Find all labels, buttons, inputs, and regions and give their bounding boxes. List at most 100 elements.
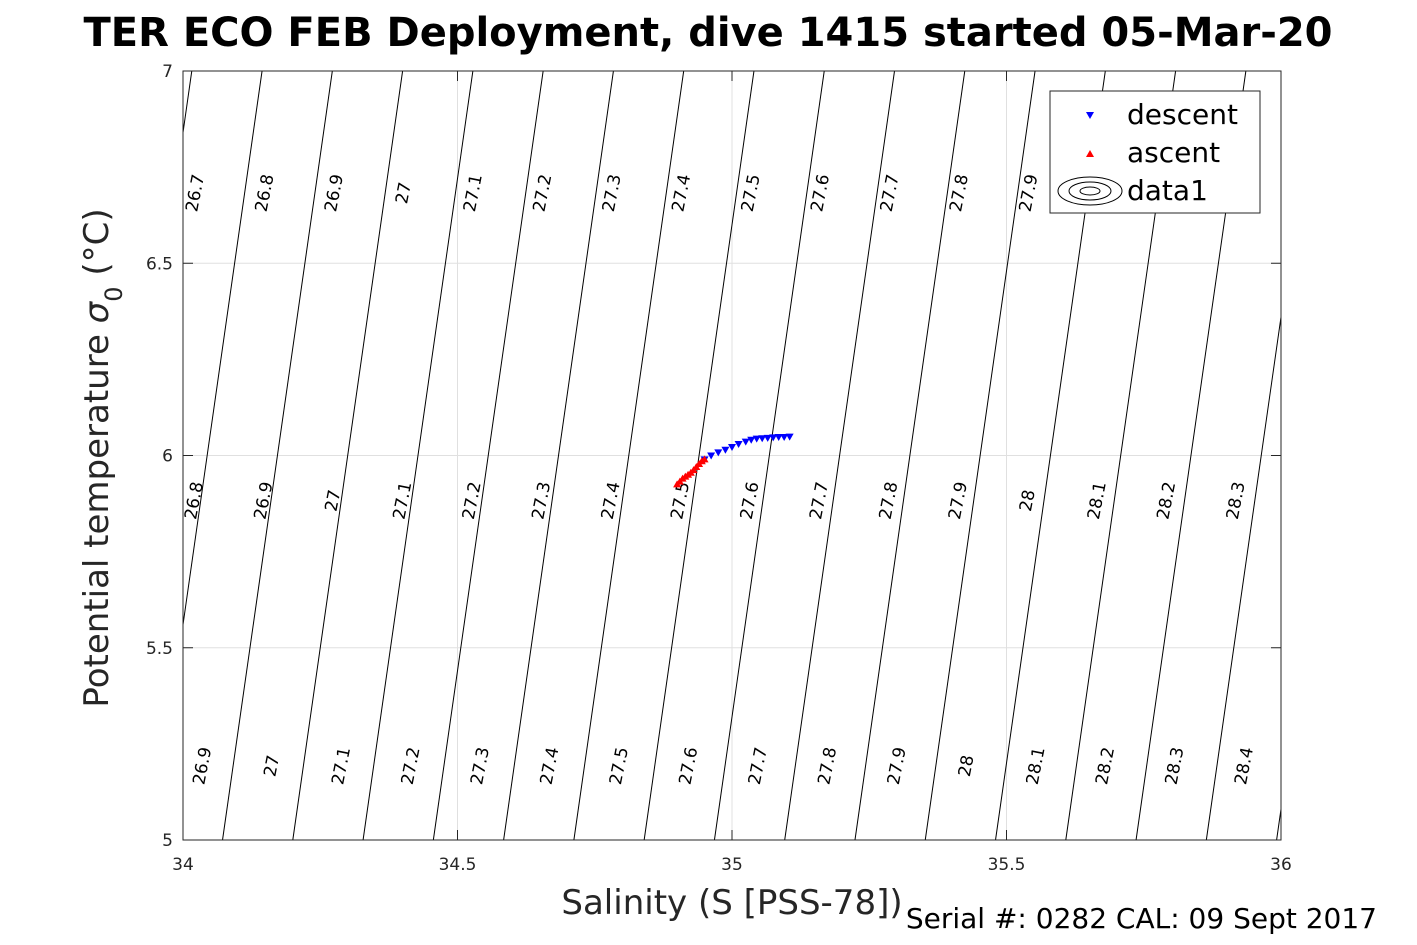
contour-label: 26.9 (251, 480, 278, 521)
density-contour-line (362, 70, 474, 841)
grid-lines (183, 71, 1281, 840)
contour-label: 26.9 (321, 173, 348, 214)
contour-label: 27.3 (599, 173, 626, 214)
y-axis-ticks: 5 5.5 6 6.5 7 (146, 62, 1281, 851)
contour-label: 27.7 (745, 746, 772, 787)
y-tick-label: 5.5 (146, 639, 173, 659)
contour-label: 27.1 (328, 746, 355, 787)
y-tick-label: 7 (162, 62, 173, 82)
legend-ascent-label: ascent (1127, 136, 1220, 169)
contour-label: 27.6 (737, 480, 764, 521)
contour-label: 28.2 (1153, 480, 1180, 521)
y-tick-label: 6 (162, 447, 173, 467)
y-axis-label: Potential temperature σ0 (°C) (77, 208, 128, 707)
contour-label: 27.4 (537, 746, 564, 787)
y-axis-label-symbol: σ (77, 300, 117, 323)
contour-label: 27.8 (876, 480, 903, 521)
contour-label: 27.5 (738, 173, 765, 214)
x-axis-label: Salinity (S [PSS-78]) (561, 883, 902, 923)
descent-point (763, 434, 772, 442)
descent-point (734, 440, 743, 448)
contour-label: 27.3 (528, 480, 555, 521)
contour-label: 27.6 (807, 173, 834, 214)
contour-label: 27.7 (806, 480, 833, 521)
descent-point (752, 435, 761, 443)
contour-label: 27.3 (467, 746, 494, 787)
density-contour-line (182, 70, 193, 133)
density-contour-line (222, 70, 333, 841)
descent-point (714, 449, 723, 457)
contour-label: 27.9 (945, 480, 972, 521)
contour-label: 28.1 (1023, 746, 1050, 787)
contour-label: 28.3 (1162, 746, 1189, 787)
x-tick-label: 35 (721, 855, 743, 875)
descent-point (747, 436, 756, 444)
descent-point (758, 435, 767, 443)
contour-label: 28.3 (1223, 480, 1250, 521)
density-contour-line (182, 70, 263, 625)
contour-label: 27.4 (668, 173, 695, 214)
legend-descent-marker (1086, 112, 1094, 119)
descent-point (707, 452, 716, 460)
legend-ascent-marker (1086, 150, 1094, 157)
y-tick-label: 6.5 (146, 254, 173, 274)
density-contour-line (854, 70, 966, 841)
contour-label: 26.8 (181, 480, 208, 521)
contour-label: 26.7 (182, 173, 209, 214)
contour-label: 28.1 (1084, 480, 1111, 521)
descent-point (721, 446, 730, 454)
y-axis-label-subscript: 0 (100, 286, 128, 301)
density-contour-line (643, 70, 755, 841)
legend-descent-label: descent (1127, 98, 1238, 131)
legend: descent ascent data1 (1049, 90, 1261, 214)
descent-point (774, 434, 783, 442)
descent-point (728, 444, 736, 452)
descent-point (780, 434, 789, 442)
x-tick-label: 36 (1270, 855, 1292, 875)
density-contour-line (1276, 809, 1282, 841)
x-axis-ticks: 34 34.5 35 35.5 36 (172, 71, 1292, 875)
legend-data1-contour-icon (1057, 176, 1123, 206)
contour-label: 27.7 (877, 173, 904, 214)
descent-point (741, 438, 750, 446)
density-contour-line (784, 70, 895, 841)
contour-label: 27.2 (398, 746, 425, 787)
x-tick-label: 34.5 (439, 855, 477, 875)
density-contour-line (713, 70, 825, 841)
contour-label: 27.9 (884, 746, 911, 787)
contour-label: 27.5 (606, 746, 633, 787)
contour-label: 27.8 (814, 746, 841, 787)
data-points (673, 433, 794, 488)
density-contour-line (292, 70, 404, 841)
x-tick-label: 34 (172, 855, 194, 875)
density-contour-line (503, 70, 614, 841)
density-contour-line (432, 70, 544, 841)
legend-box (1049, 90, 1261, 214)
legend-data1-label: data1 (1127, 174, 1208, 207)
density-contour-line (573, 70, 685, 841)
density-contour-line (1205, 317, 1282, 841)
ascent-point (700, 455, 709, 463)
contour-label: 27.8 (946, 173, 973, 214)
x-tick-label: 35.5 (988, 855, 1026, 875)
contour-label: 27.1 (460, 173, 487, 214)
density-contour-line (924, 70, 1036, 841)
contour-label: 27.1 (389, 480, 416, 521)
y-axis-label-unit: (°C) (77, 208, 117, 286)
contour-label: 27.2 (459, 480, 486, 521)
contour-label: 27 (260, 753, 284, 778)
serial-cal-footer: Serial #: 0282 CAL: 09 Sept 2017 (906, 902, 1377, 935)
contour-label: 27 (322, 488, 346, 513)
contour-label: 27.6 (676, 746, 703, 787)
contour-label: 28.2 (1092, 746, 1119, 787)
contour-label: 27 (392, 181, 416, 206)
chart-title: TER ECO FEB Deployment, dive 1415 starte… (83, 10, 1332, 56)
y-tick-label: 5 (162, 831, 173, 851)
contour-label: 26.9 (189, 746, 216, 787)
descent-point (785, 433, 794, 441)
y-axis-label-main: Potential temperature (77, 323, 117, 707)
contour-labels: 26.7 26.8 26.9 27 27.1 27.2 27.3 27.4 27.5 27.6 27… (181, 173, 1258, 787)
descent-point (769, 434, 778, 442)
contour-label: 27.2 (529, 173, 556, 214)
